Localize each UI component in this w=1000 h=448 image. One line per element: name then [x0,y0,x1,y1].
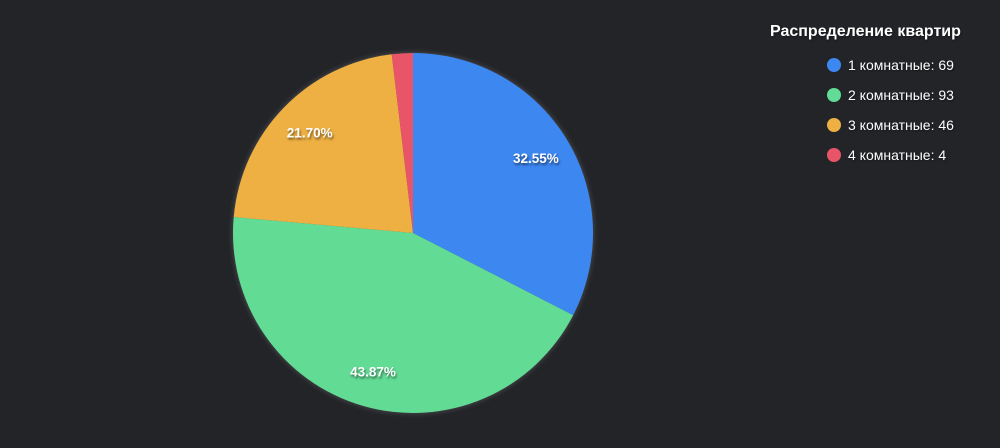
pie-slice-percent-label: 43.87% [350,364,396,379]
legend-swatch-icon [827,118,841,132]
pie-slice-2[interactable] [232,217,574,414]
legend-item-label: 3 комнатные: 46 [848,117,954,133]
pie-chart: 32.55% 43.87% 21.70% [232,52,593,414]
legend-item-4-rooms[interactable]: 4 комнатные: 4 [827,145,961,165]
legend-item-1-rooms[interactable]: 1 комнатные: 69 [827,55,961,75]
legend-items: 1 комнатные: 69 2 комнатные: 93 3 комнат… [827,55,961,165]
pie-slice-1[interactable] [413,53,593,316]
pie-slice-percent-label: 21.70% [287,126,333,141]
pie-slice-4[interactable] [391,52,413,233]
legend-swatch-icon [827,148,841,162]
legend-title: Распределение квартир [770,23,961,40]
legend: Распределение квартир 1 комнатные: 69 2 … [770,22,961,175]
legend-item-3-rooms[interactable]: 3 комнатные: 46 [827,115,961,135]
pie-slice-percent-label: 32.55% [513,151,559,166]
legend-item-label: 1 комнатные: 69 [848,57,954,73]
legend-item-label: 4 комнатные: 4 [848,147,947,163]
legend-item-2-rooms[interactable]: 2 комнатные: 93 [827,85,961,105]
legend-item-label: 2 комнатные: 93 [848,87,954,103]
legend-swatch-icon [827,88,841,102]
legend-swatch-icon [827,58,841,72]
pie-slice-3[interactable] [233,54,413,234]
